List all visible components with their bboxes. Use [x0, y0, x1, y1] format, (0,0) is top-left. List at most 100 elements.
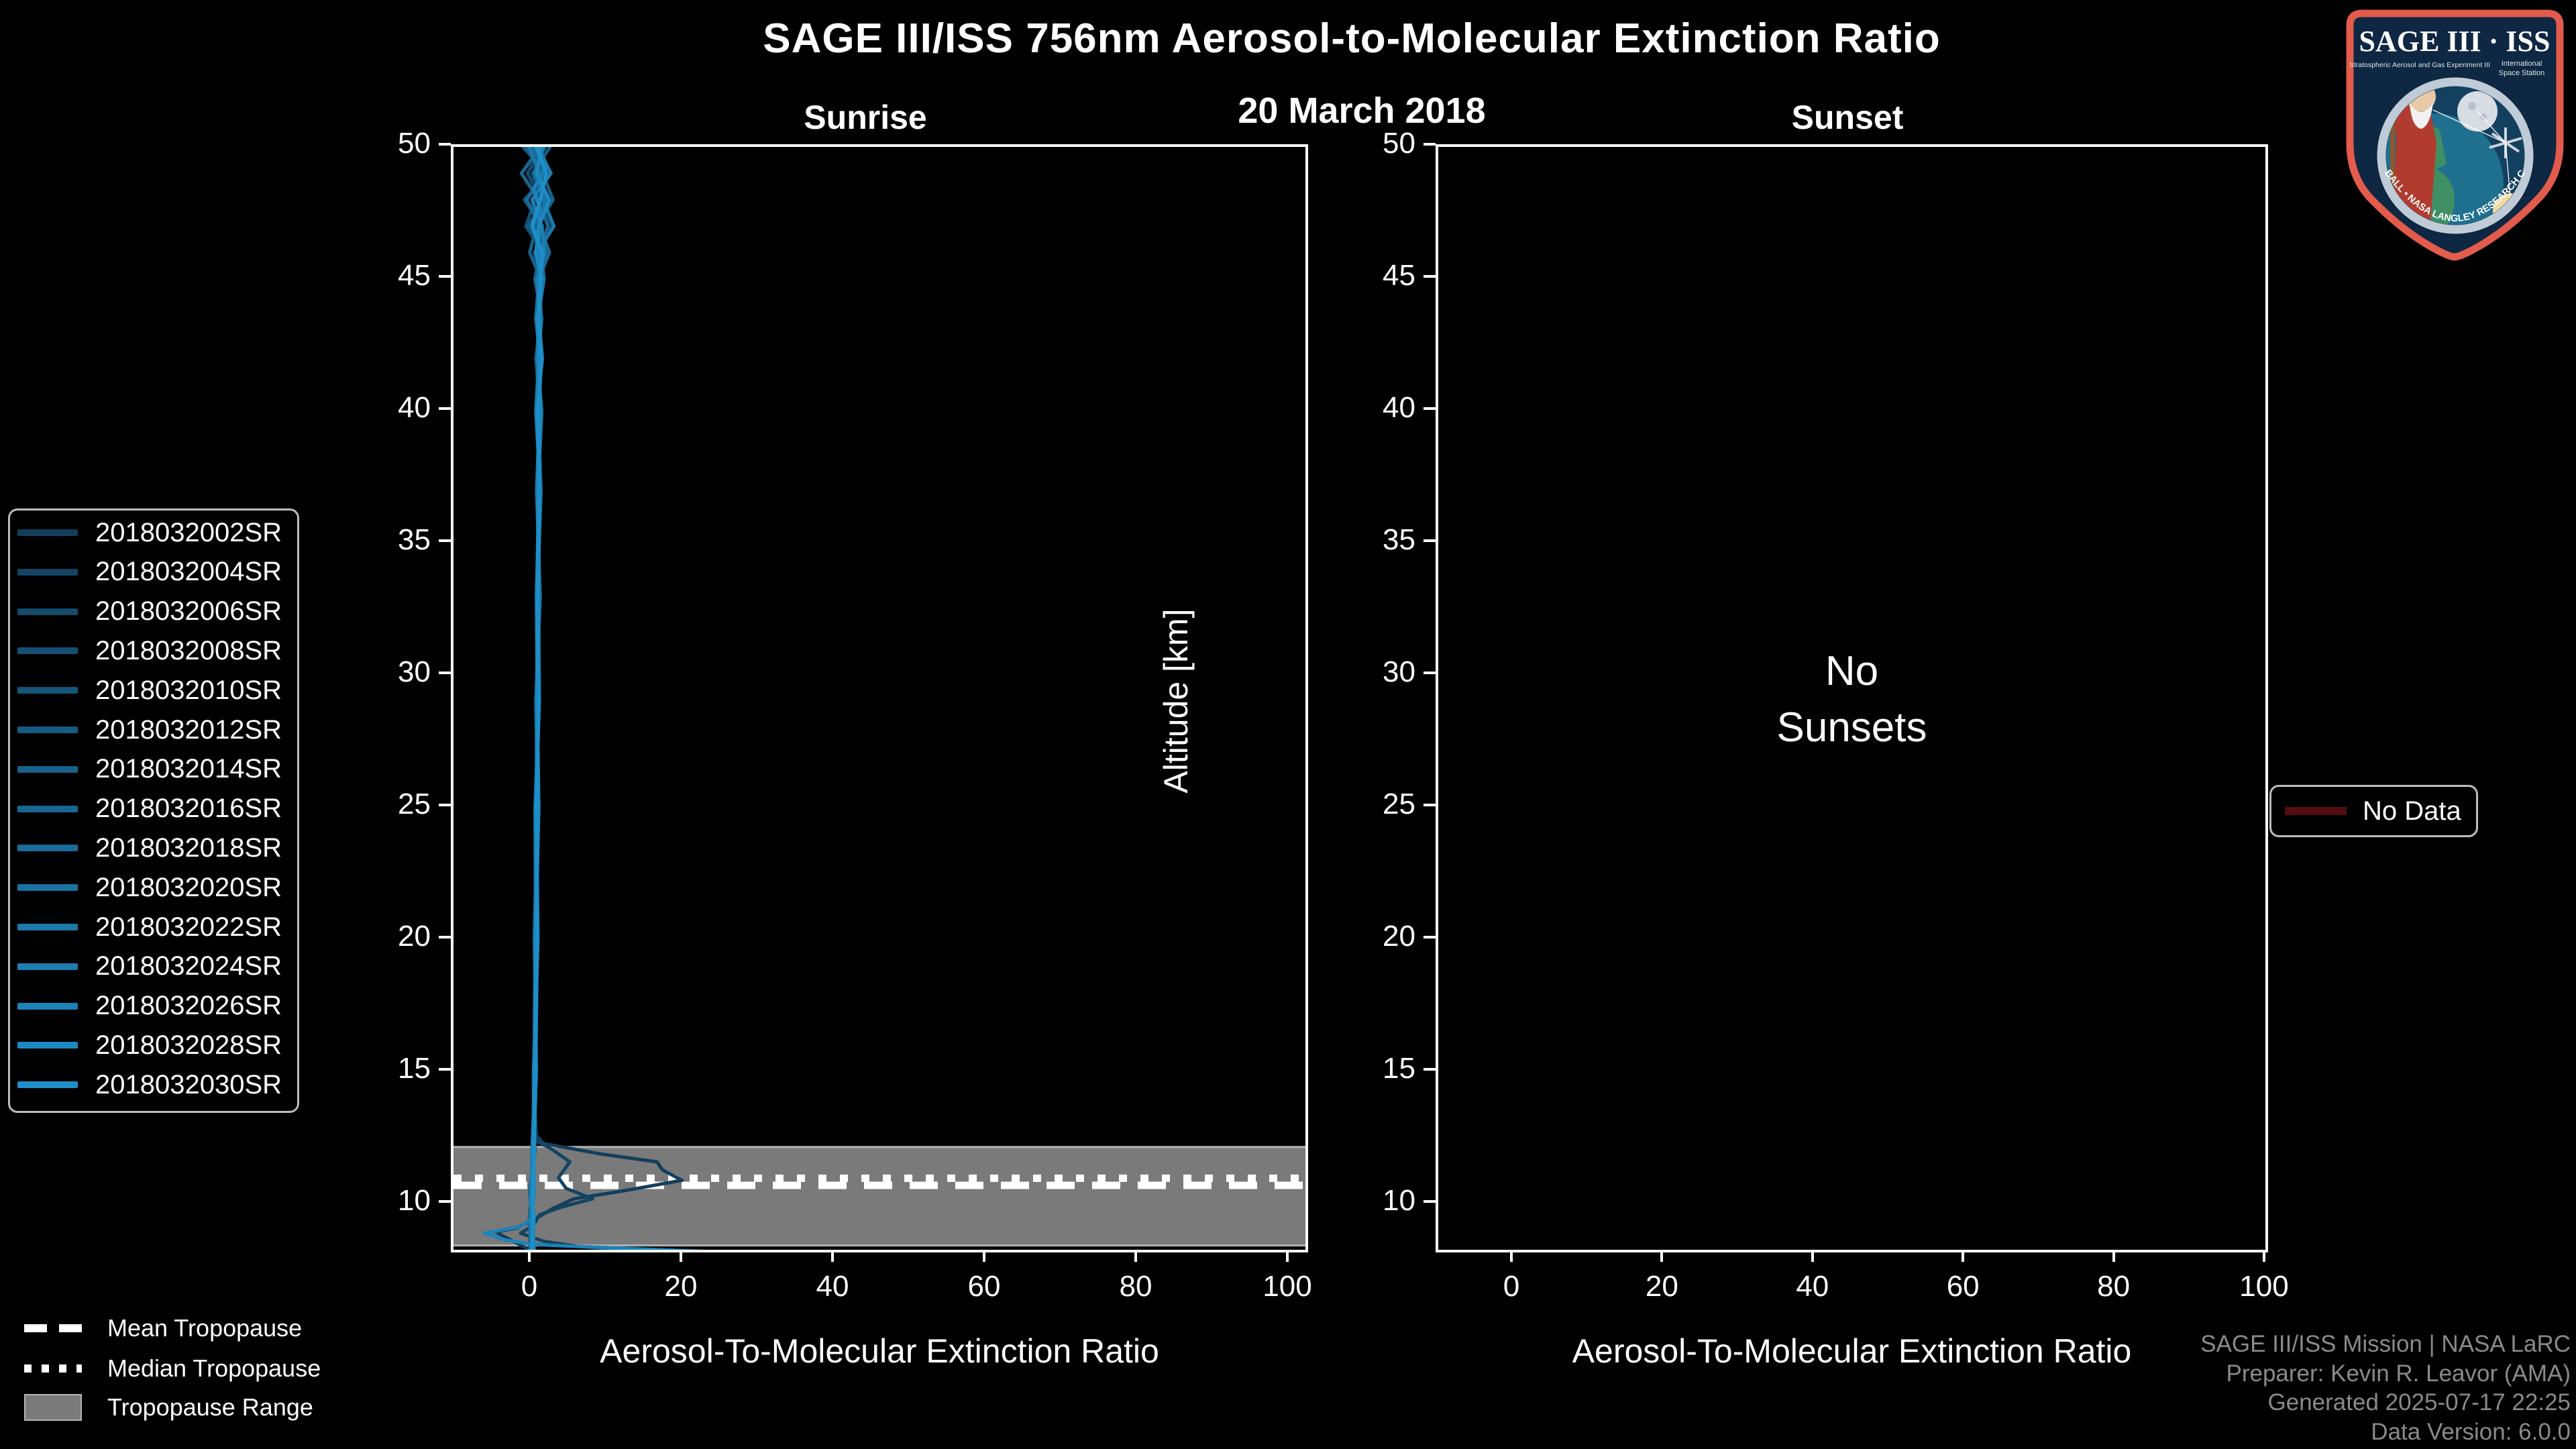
no-data-label: No Data — [2363, 796, 2461, 826]
sunset-x-tick-label: 40 — [1796, 1270, 1829, 1303]
series-label: 2018032004SR — [95, 557, 282, 587]
series-label: 2018032026SR — [95, 991, 282, 1021]
sunset-y-tick-mark — [1424, 539, 1436, 542]
legend-label: Mean Tropopause — [107, 1314, 303, 1342]
legend-item-2018032010SR: 2018032010SR — [17, 671, 282, 710]
legend-item-2018032004SR: 2018032004SR — [17, 553, 282, 592]
legend-item-2018032018SR: 2018032018SR — [17, 828, 282, 867]
sunset-y-tick-label: 10 — [1383, 1184, 1415, 1217]
sunrise-y-tick-label: 40 — [398, 391, 431, 424]
sunrise-x-tick-label: 60 — [967, 1270, 1001, 1303]
sunrise-chart — [453, 147, 1305, 1250]
sunset-y-tick-label: 25 — [1383, 788, 1415, 820]
sunrise-x-tick-label: 0 — [521, 1270, 538, 1303]
sunset-y-tick-mark — [1424, 936, 1436, 938]
credits-block: SAGE III/ISS Mission | NASA LaRC Prepare… — [1766, 1330, 2571, 1446]
series-label: 2018032018SR — [95, 833, 282, 863]
event-legend: 2018032002SR 2018032004SR 2018032006SR 2018… — [8, 508, 299, 1113]
sunrise-y-tick-label: 45 — [398, 259, 431, 292]
sunrise-y-tick-mark — [439, 407, 451, 410]
series-line-swatch — [17, 963, 78, 970]
dotted-line-swatch — [24, 1364, 82, 1373]
sunset-y-tick-mark — [1424, 143, 1436, 146]
sunset-x-tick-mark — [1811, 1250, 1814, 1262]
series-line-swatch — [17, 805, 78, 812]
sunset-y-tick-mark — [1424, 1200, 1436, 1203]
sunset-y-tick-mark — [1424, 1068, 1436, 1071]
sunset-y-tick-label: 50 — [1383, 127, 1415, 160]
series-label: 2018032022SR — [95, 912, 282, 942]
sunrise-y-tick-mark — [439, 804, 451, 806]
sunrise-x-tick-mark — [1134, 1250, 1137, 1262]
sunrise-x-tick-mark — [983, 1250, 985, 1262]
sunrise-y-tick-mark — [439, 1068, 451, 1071]
no-sunsets-message: No Sunsets — [1438, 643, 2265, 755]
band-top-edge — [453, 1146, 1305, 1148]
sunset-x-tick-mark — [1660, 1250, 1664, 1262]
sunset-y-tick-label: 40 — [1383, 391, 1415, 424]
series-label: 2018032030SR — [95, 1069, 282, 1099]
sunset-x-tick-mark — [1510, 1250, 1513, 1262]
no-sunsets-line2: Sunsets — [1776, 704, 1927, 751]
profile-line-2018032002SR — [494, 147, 684, 1250]
sunrise-y-tick-label: 35 — [398, 523, 431, 556]
sunset-y-tick-mark — [1424, 407, 1436, 410]
legend-item-mean-tropopause: Mean Tropopause — [24, 1312, 302, 1344]
series-line-swatch — [17, 529, 78, 536]
sunset-panel-title: Sunset — [1791, 99, 1904, 136]
series-label: 2018032010SR — [95, 675, 282, 705]
sunrise-x-tick-label: 100 — [1263, 1270, 1312, 1303]
series-label: 2018032012SR — [95, 714, 282, 745]
sunrise-y-tick-label: 30 — [398, 655, 431, 688]
logo-subtitle-right-2: Space Station — [2499, 69, 2545, 77]
profile-line-2018032004SR — [519, 147, 662, 1250]
sunrise-y-tick-mark — [439, 1200, 451, 1203]
legend-item-2018032026SR: 2018032026SR — [17, 987, 282, 1026]
sunrise-y-tick-mark — [439, 672, 451, 674]
sunset-x-tick-label: 100 — [2239, 1270, 2289, 1303]
legend-item-2018032022SR: 2018032022SR — [17, 908, 282, 947]
sunrise-y-tick-mark — [439, 936, 451, 938]
series-label: 2018032006SR — [95, 596, 282, 627]
sunset-y-tick-label: 45 — [1383, 259, 1415, 292]
no-sunsets-line1: No — [1825, 648, 1879, 694]
sunrise-x-tick-mark — [680, 1250, 682, 1262]
sunset-x-tick-label: 0 — [1503, 1270, 1520, 1303]
no-data-line-swatch — [2285, 807, 2347, 815]
sunset-plot-area: No Sunsets — [1436, 144, 2268, 1252]
legend-item-2018032002SR: 2018032002SR — [17, 513, 282, 552]
credit-mission: SAGE III/ISS Mission | NASA LaRC — [2200, 1331, 2571, 1358]
sunset-y-tick-label: 30 — [1383, 655, 1415, 688]
sunrise-panel-title: Sunrise — [804, 99, 927, 136]
figure-title: SAGE III/ISS 756nm Aerosol-to-Molecular … — [763, 15, 1941, 62]
band-bottom-edge — [453, 1244, 1305, 1247]
sunrise-x-tick-mark — [1286, 1250, 1289, 1262]
series-line-swatch — [17, 1042, 78, 1049]
legend-item-2018032006SR: 2018032006SR — [17, 592, 282, 631]
sunrise-xaxis-label: Aerosol-To-Molecular Extinction Ratio — [600, 1332, 1159, 1370]
logo-subtitle-left: Stratospheric Aerosol and Gas Experiment… — [2349, 61, 2490, 69]
legend-label: Tropopause Range — [107, 1393, 313, 1421]
sunrise-x-tick-label: 40 — [816, 1270, 849, 1303]
sunset-y-tick-mark — [1424, 275, 1436, 278]
sunset-x-tick-mark — [2112, 1250, 2115, 1262]
sunset-x-tick-mark — [2263, 1250, 2265, 1262]
legend-item-2018032028SR: 2018032028SR — [17, 1026, 282, 1065]
series-line-swatch — [17, 647, 78, 655]
credit-preparer: Preparer: Kevin R. Leavor (AMA) — [2226, 1360, 2571, 1387]
series-label: 2018032020SR — [95, 872, 282, 902]
sunset-x-tick-mark — [1962, 1250, 1965, 1262]
sunrise-y-tick-label: 20 — [398, 920, 431, 953]
series-line-swatch — [17, 845, 78, 852]
legend-item-2018032008SR: 2018032008SR — [17, 631, 282, 670]
band-swatch — [24, 1394, 82, 1421]
sunrise-y-tick-label: 15 — [398, 1052, 431, 1085]
credit-generated: Generated 2025-07-17 22:25 — [2267, 1389, 2571, 1416]
sunset-y-tick-label: 15 — [1383, 1052, 1415, 1085]
series-label: 2018032014SR — [95, 754, 282, 784]
legend-item-tropopause-range: Tropopause Range — [24, 1391, 313, 1424]
series-label: 2018032002SR — [95, 517, 282, 547]
logo-subtitle-right-1: International — [2502, 60, 2542, 68]
sunrise-x-tick-label: 80 — [1119, 1270, 1152, 1303]
